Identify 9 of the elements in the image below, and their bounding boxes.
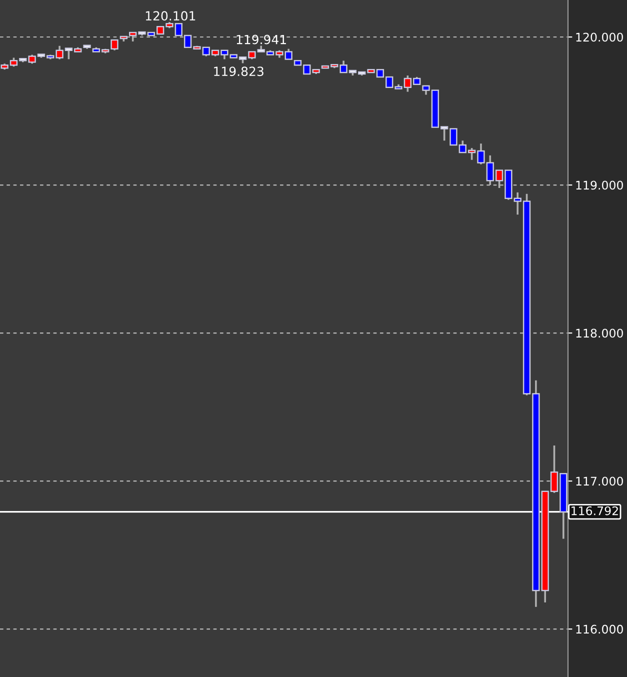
y-tick-label: 116.000 xyxy=(576,624,623,634)
annotation: 119.823 xyxy=(214,66,264,76)
annotation: 120.101 xyxy=(146,11,196,21)
ref-line-label: 116.792 xyxy=(572,506,618,516)
y-tick-label: 117.000 xyxy=(576,476,623,486)
y-tick-label: 118.000 xyxy=(576,328,623,338)
annotation: 119.941 xyxy=(236,34,286,44)
y-tick-label: 120.000 xyxy=(576,32,623,42)
y-tick-label: 119.000 xyxy=(576,180,623,190)
